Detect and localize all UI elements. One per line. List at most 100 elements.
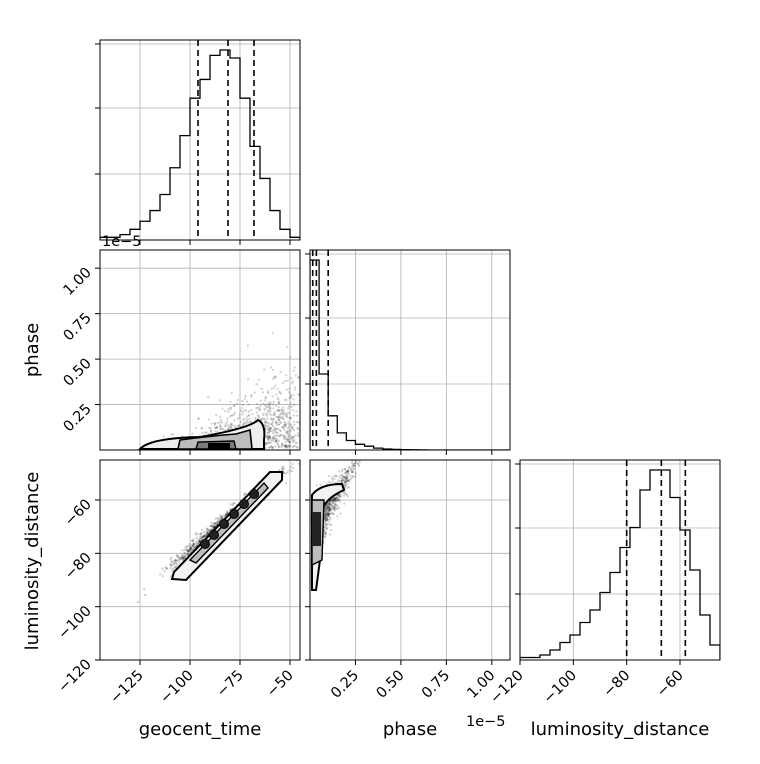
scatter-geocent-time-vs-luminosity-distance-point-220 bbox=[190, 544, 194, 547]
scatter-geocent-time-vs-phase-point-717 bbox=[209, 430, 213, 433]
scatter-geocent-time-vs-luminosity-distance-point-917 bbox=[190, 539, 193, 542]
scatter-geocent-time-vs-luminosity-distance-point-484 bbox=[197, 539, 201, 542]
scatter-geocent-time-vs-phase-point-562 bbox=[286, 432, 289, 436]
scatter-geocent-time-vs-phase-point-810 bbox=[208, 418, 211, 421]
scatter-geocent-time-vs-phase-point-316 bbox=[209, 427, 212, 430]
scatter-geocent-time-vs-luminosity-distance-point-859 bbox=[208, 524, 212, 528]
scatter-geocent-time-vs-phase-point-133 bbox=[294, 444, 297, 447]
scatter-geocent-time-vs-phase-point-622 bbox=[278, 445, 281, 449]
scatter-geocent-time-vs-luminosity-distance-point-621 bbox=[184, 545, 187, 549]
scatter-phase-vs-luminosity-distance-point-14 bbox=[348, 480, 351, 483]
scatter-geocent-time-vs-phase-point-609 bbox=[221, 407, 224, 410]
scatter-geocent-time-vs-phase-point-454 bbox=[270, 429, 273, 433]
scatter-geocent-time-vs-phase-point-879 bbox=[230, 423, 233, 426]
scatter-phase-vs-luminosity-distance-point-769 bbox=[333, 496, 336, 499]
scatter-geocent-time-vs-phase-point-153 bbox=[278, 391, 282, 394]
scatter-geocent-time-vs-phase-point-280 bbox=[267, 437, 270, 440]
scatter-geocent-time-vs-phase-point-479 bbox=[294, 441, 297, 444]
scatter-geocent-time-vs-luminosity-distance-point-824 bbox=[201, 536, 204, 539]
scatter-phase-vs-luminosity-distance-point-274 bbox=[347, 486, 351, 489]
scatter-phase-vs-luminosity-distance-point-130 bbox=[326, 507, 329, 510]
scatter-phase-vs-luminosity-distance-point-507 bbox=[357, 462, 360, 465]
scatter-geocent-time-vs-phase-point-76 bbox=[303, 405, 305, 407]
scatter-geocent-time-vs-phase-point-33 bbox=[302, 392, 304, 394]
scatter-geocent-time-vs-luminosity-distance-point-343 bbox=[199, 537, 203, 540]
scatter-phase-vs-luminosity-distance-point-486 bbox=[346, 470, 350, 473]
scatter-phase-vs-luminosity-distance-point-817 bbox=[331, 500, 334, 503]
scatter-geocent-time-vs-phase-point-235 bbox=[267, 431, 270, 434]
scatter-geocent-time-vs-phase-point-254 bbox=[282, 444, 285, 447]
scatter-geocent-time-vs-phase-point-347 bbox=[269, 410, 272, 413]
scatter-geocent-time-vs-phase-point-5 bbox=[255, 411, 258, 414]
scatter-geocent-time-vs-phase-point-724 bbox=[287, 425, 290, 429]
scatter-geocent-time-vs-luminosity-distance-point-263 bbox=[193, 542, 196, 546]
scatter-phase-vs-luminosity-distance-point-393 bbox=[328, 501, 331, 505]
scatter-geocent-time-vs-luminosity-distance-point-139 bbox=[161, 567, 164, 570]
scatter-geocent-time-vs-luminosity-distance-point-192 bbox=[187, 544, 190, 548]
scatter-phase-vs-luminosity-distance-point-143 bbox=[326, 505, 330, 509]
scatter-phase-vs-luminosity-distance-point-116 bbox=[340, 479, 344, 482]
hist-luminosity-distance-xticklabel-2: −80 bbox=[601, 668, 634, 701]
scatter-phase-vs-luminosity-distance-point-259 bbox=[327, 513, 330, 516]
scatter-geocent-time-vs-luminosity-distance-point-808 bbox=[307, 446, 309, 448]
scatter-phase-vs-luminosity-distance-point-811 bbox=[325, 528, 328, 531]
scatter-geocent-time-vs-phase-point-764 bbox=[272, 377, 275, 380]
scatter-geocent-time-vs-phase-point-18 bbox=[275, 420, 278, 423]
scatter-phase-vs-luminosity-distance-point-29 bbox=[335, 503, 338, 506]
scatter-geocent-time-vs-phase-point-736 bbox=[292, 436, 296, 439]
scatter-geocent-time-vs-luminosity-distance-point-344 bbox=[285, 481, 288, 485]
scatter-phase-vs-luminosity-distance-point-527 bbox=[348, 478, 351, 481]
scatter-geocent-time-vs-luminosity-distance-point-896 bbox=[225, 511, 228, 514]
scatter-geocent-time-vs-phase-point-204 bbox=[247, 378, 250, 381]
scatter-phase-vs-luminosity-distance-point-553 bbox=[338, 495, 341, 498]
scatter-phase-vs-luminosity-distance-point-13 bbox=[328, 533, 332, 536]
scatter-geocent-time-vs-luminosity-distance-point-120 bbox=[174, 566, 177, 569]
scatter-phase-vs-luminosity-distance-point-653 bbox=[352, 467, 356, 470]
scatter-geocent-time-vs-luminosity-distance-point-248 bbox=[211, 525, 214, 528]
scatter-phase-vs-luminosity-distance-point-647 bbox=[335, 475, 338, 478]
scatter-phase-vs-luminosity-distance-point-445 bbox=[345, 473, 348, 477]
scatter-phase-vs-luminosity-distance-point-708 bbox=[346, 470, 350, 473]
scatter-geocent-time-vs-phase-point-251 bbox=[256, 406, 259, 410]
scatter-geocent-time-vs-phase-point-526 bbox=[245, 422, 248, 425]
scatter-geocent-time-vs-luminosity-distance-point-719 bbox=[205, 530, 208, 533]
scatter-phase-vs-luminosity-distance-point-732 bbox=[324, 525, 327, 528]
scatter-phase-vs-luminosity-distance-point-757 bbox=[325, 506, 328, 509]
scatter-geocent-time-vs-luminosity-distance-point-602 bbox=[297, 462, 300, 465]
scatter-phase-vs-luminosity-distance-point-815 bbox=[326, 512, 329, 515]
scatter-geocent-time-vs-luminosity-distance-point-105 bbox=[222, 514, 225, 517]
scatter-geocent-time-vs-luminosity-distance-contour-core-1 bbox=[209, 530, 219, 540]
scatter-geocent-time-vs-phase-point-643 bbox=[267, 428, 271, 431]
scatter-geocent-time-vs-luminosity-distance-point-818 bbox=[187, 549, 190, 552]
scatter-geocent-time-vs-phase-point-258 bbox=[289, 396, 293, 399]
scatter-geocent-time-vs-phase-point-87 bbox=[214, 426, 217, 429]
scatter-phase-vs-luminosity-distance-point-713 bbox=[345, 493, 349, 497]
scatter-phase-vs-luminosity-distance-point-603 bbox=[350, 465, 354, 468]
scatter-geocent-time-vs-phase-point-517 bbox=[253, 391, 256, 394]
scatter-geocent-time-vs-phase-point-396 bbox=[265, 405, 268, 409]
scatter-geocent-time-vs-luminosity-distance-point-553 bbox=[280, 468, 283, 472]
scatter-phase-vs-luminosity-distance-point-548 bbox=[334, 504, 337, 507]
scatter-geocent-time-vs-phase-point-485 bbox=[303, 420, 305, 422]
scatter-geocent-time-vs-phase-point-817 bbox=[205, 431, 208, 434]
scatter-geocent-time-vs-phase-point-706 bbox=[277, 423, 280, 426]
scatter-geocent-time-vs-phase-point-578 bbox=[276, 434, 279, 437]
scatter-phase-vs-luminosity-distance-point-620 bbox=[344, 493, 347, 496]
scatter-geocent-time-vs-phase-point-684 bbox=[245, 409, 248, 412]
scatter-phase-vs-luminosity-distance-point-744 bbox=[345, 477, 348, 480]
scatter-geocent-time-vs-phase-point-438 bbox=[266, 424, 270, 427]
scatter-geocent-time-vs-phase-point-480 bbox=[273, 413, 276, 416]
scatter-geocent-time-vs-luminosity-distance-xticklabel-1: −100 bbox=[157, 668, 196, 707]
scatter-phase-vs-luminosity-distance-point-881 bbox=[329, 499, 332, 502]
scatter-geocent-time-vs-phase-point-702 bbox=[257, 416, 260, 419]
scatter-phase-vs-luminosity-distance-point-186 bbox=[327, 515, 330, 518]
scatter-geocent-time-vs-phase-point-542 bbox=[268, 446, 271, 449]
scatter-geocent-time-vs-luminosity-distance-point-685 bbox=[288, 469, 291, 472]
scatter-geocent-time-vs-phase-point-160 bbox=[291, 445, 294, 448]
scatter-geocent-time-vs-phase-point-277 bbox=[171, 433, 175, 436]
scatter-geocent-time-vs-luminosity-distance-point-358 bbox=[206, 531, 209, 534]
scatter-phase-vs-luminosity-distance-point-254 bbox=[328, 508, 331, 511]
offset-text-phase-x: 1e−5 bbox=[466, 714, 506, 730]
scatter-geocent-time-vs-phase-point-538 bbox=[283, 444, 286, 447]
scatter-geocent-time-vs-phase-point-8 bbox=[283, 423, 286, 427]
